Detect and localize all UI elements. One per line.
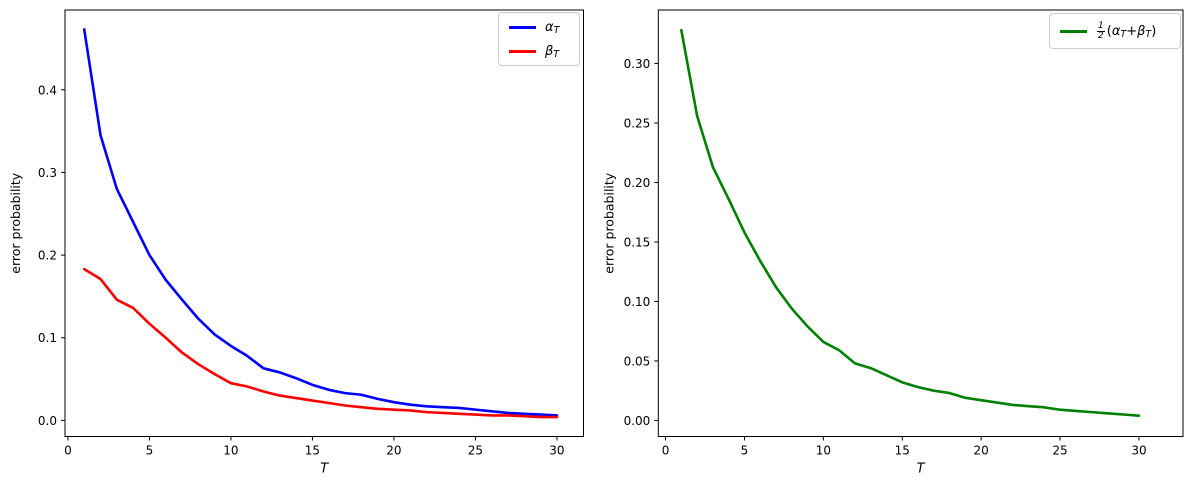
left-plot-y-tick-label: 0.4 [38,83,57,97]
right-plot-y-axis-label: error probability [601,172,616,274]
right-plot-x-tick-label: 10 [816,444,831,458]
right-plot-x-tick-label: 15 [895,444,910,458]
left-plot-x-tick-label: 30 [549,444,564,458]
legend-label-token: β [545,43,554,59]
right-plot-x-axis-label: T [917,462,926,477]
legend-line-swatch [509,25,536,29]
legend-line-swatch [1060,29,1087,33]
left-plot-y-tick-label: 0.1 [38,331,57,345]
legend-label: 1 2(α T + β T) [1096,20,1157,41]
left-plot-x-axis-label: T [320,462,329,477]
legend-label-token: ) [1151,23,1157,39]
legend-label-token: T [1120,28,1127,40]
right-plot-y-tick-label: 0.15 [624,235,651,249]
legend-label-token: T [553,24,560,36]
left-plot-x-tick-label: 25 [468,444,483,458]
left-plot-x-tick-label: 5 [146,444,154,458]
curve-beta_T [82,267,559,419]
legend-label-token: α [545,19,554,35]
left-plot-y-tick-label: 0.0 [38,414,57,428]
left-plot-y-axis-label: error probability [8,172,23,274]
right-plot-x-tick-label: 20 [974,444,989,458]
left-plot-y-tick-label: 0.3 [38,166,57,180]
left-plot-y-tick-label: 0.2 [38,249,57,263]
left-plot-spines [64,9,584,437]
right-plot-x-tick-label: 0 [662,444,670,458]
legend-entry-half_alpha_plus_beta: 1 2(α T + β T) [1060,20,1170,41]
legend-label-token: T [1145,28,1152,40]
legend-label-token: T [553,48,560,60]
legend-label-token: β [1137,23,1146,39]
right-plot-x-tick-label: 30 [1131,444,1146,458]
right-plot-x-tick-label: 25 [1052,444,1067,458]
left-plot-x-tick-label: 20 [386,444,401,458]
right-plot-y-tick-label: 0.20 [624,176,651,190]
right-plot-x-tick-label: 5 [741,444,749,458]
right-plot-y-tick-label: 0.30 [624,57,651,71]
right-plot-y-tick-label: 0.05 [624,354,651,368]
curve-alpha_T [82,28,559,417]
legend-label-token: α [1111,23,1121,39]
left-plot-x-tick-label: 10 [223,444,238,458]
left-plot-x-tick-label: 0 [64,444,72,458]
legend-label-token: ( [1106,23,1112,39]
right-plot-y-tick-label: 0.00 [624,414,651,428]
legend-right: 1 2(α T + β T) [1049,13,1181,49]
curve-half_alpha_plus_beta [680,28,1141,417]
left-plot-x-tick-label: 15 [305,444,320,458]
legend-line-swatch [509,49,536,53]
right-plot-y-tick-label: 0.25 [624,117,651,131]
legend-label-token: + [1126,23,1138,39]
right-plot-spines [657,9,1184,437]
right-plot-y-tick-label: 0.10 [624,295,651,309]
